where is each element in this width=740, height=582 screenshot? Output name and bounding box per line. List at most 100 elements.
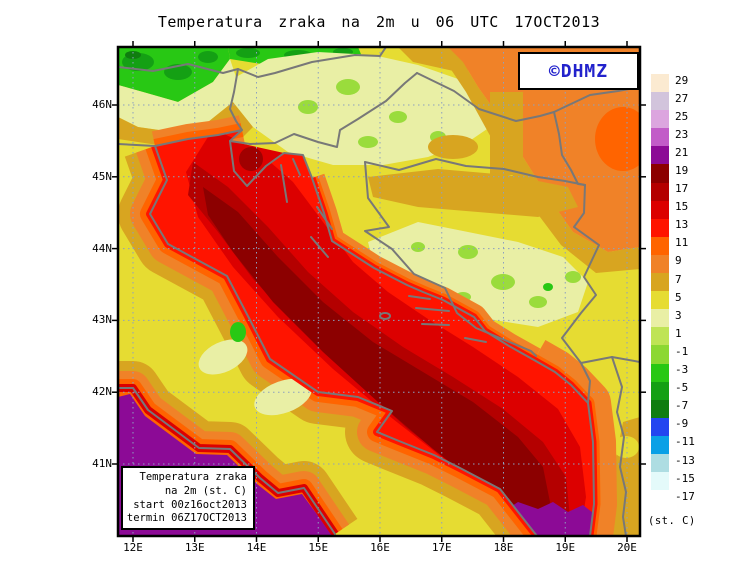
coastline-italy-adriatic — [118, 143, 538, 536]
colorbar-value-label: 9 — [675, 254, 682, 268]
colorbar-entry: -17 — [651, 490, 695, 509]
colorbar-value-label: 27 — [675, 91, 689, 105]
border-italy-slovenia — [229, 68, 243, 131]
colorbar-swatch — [651, 327, 669, 346]
colorbar-value-label: 1 — [675, 326, 682, 340]
lon-axis-label: 18E — [493, 541, 514, 554]
colorbar-swatch — [651, 128, 669, 147]
colorbar-value-label: 5 — [675, 290, 682, 304]
colorbar-entry: -15 — [651, 471, 695, 491]
colorbar-entry: 27 — [651, 91, 695, 111]
lat-axis-label: 45N — [92, 169, 112, 183]
colorbar-swatch — [651, 291, 669, 310]
island-dugi-otok — [310, 236, 329, 258]
border-montenegro-albania — [580, 362, 591, 404]
colorbar-value-label: 25 — [675, 109, 689, 123]
colorbar-entry: 29 — [651, 73, 695, 93]
colorbar-value-label: -13 — [675, 453, 695, 467]
colorbar-entry: -13 — [651, 453, 695, 473]
island-mljet — [464, 337, 487, 343]
lon-axis-label: 17E — [431, 541, 452, 554]
border-croatia-hungary — [416, 72, 555, 122]
colorbar-swatch — [651, 435, 669, 454]
colorbar-value-label: 23 — [675, 127, 689, 141]
border-alps — [118, 47, 387, 78]
island-hvar — [415, 307, 450, 312]
colorbar-entry: 3 — [651, 308, 695, 328]
temperature-map — [112, 41, 646, 542]
colorbar-entry: 21 — [651, 145, 695, 165]
lat-axis-label: 44N — [92, 241, 112, 255]
colorbar-value-label: -3 — [675, 363, 689, 377]
colorbar-swatch — [651, 200, 669, 219]
info-line-2: na 2m (st. C) — [164, 484, 247, 497]
island-vis — [379, 312, 391, 320]
colorbar-swatch — [651, 182, 669, 201]
colorbar-swatch — [651, 236, 669, 255]
coastlines-and-borders — [118, 47, 640, 536]
colorbar-value-label: 7 — [675, 272, 682, 286]
colorbar-swatch — [651, 417, 669, 436]
island-cres — [280, 164, 288, 203]
lon-axis-label: 13E — [184, 541, 205, 554]
border-slovenia-croatia — [229, 72, 418, 148]
colorbar-swatch — [651, 254, 669, 274]
colorbar-entry: -9 — [651, 417, 695, 436]
colorbar-entry: -7 — [651, 399, 695, 418]
lon-axis-label: 15E — [308, 541, 329, 554]
lon-axis-label: 19E — [555, 541, 576, 554]
lon-axis-label: 20E — [617, 541, 637, 554]
colorbar-entry: 23 — [651, 127, 695, 147]
colorbar-value-label: 21 — [675, 145, 689, 159]
colorbar-swatch — [651, 110, 669, 129]
colorbar-entry: -1 — [651, 344, 695, 364]
colorbar-swatch — [651, 164, 669, 183]
colorbar-unit-label: (st. C) — [648, 515, 696, 527]
copyright-badge: ©DHMZ — [518, 52, 639, 90]
map-frame — [116, 45, 642, 538]
colorbar-value-label: 29 — [675, 73, 689, 87]
colorbar-value-label: 3 — [675, 308, 682, 322]
colorbar-entry: 15 — [651, 200, 695, 219]
colorbar-value-label: -11 — [675, 435, 695, 449]
border-sava — [364, 158, 586, 186]
colorbar-swatch — [651, 490, 669, 509]
colorbar-swatch — [651, 453, 669, 473]
border-drina — [561, 184, 640, 364]
map-fill-layer — [118, 47, 640, 536]
colorbar-swatch — [651, 472, 669, 491]
colorbar-entry: 11 — [651, 236, 695, 255]
colorbar-swatch — [651, 74, 669, 93]
colorbar-value-label: -5 — [675, 381, 689, 395]
island-korcula — [421, 323, 450, 326]
info-line-1: Temperatura zraka — [139, 471, 247, 483]
lon-axis-label: 14E — [246, 541, 267, 554]
run-info-box: Temperatura zraka na 2m (st. C) start 00… — [121, 466, 255, 530]
colorbar-swatch — [651, 273, 669, 292]
island-pag — [316, 206, 333, 230]
colorbar-swatch — [651, 345, 669, 364]
border-croatia-bosnia — [364, 161, 537, 357]
temperature-colorbar: 29 27 25 23 21 19 17 15 13 11 9 7 5 3 1 -1 -3 -5 -7 -9 -11 -1… — [651, 73, 695, 509]
colorbar-entry: 17 — [651, 182, 695, 201]
island-krk — [292, 158, 301, 176]
copyright-text: ©DHMZ — [548, 60, 609, 82]
colorbar-value-label: -7 — [675, 399, 689, 413]
page-title: Temperatura zraka na 2m u 06 UTC 17OCT20… — [157, 13, 601, 31]
colorbar-swatch — [651, 363, 669, 382]
lat-axis-label: 43N — [92, 313, 112, 327]
lon-axis-label: 12E — [123, 541, 143, 554]
colorbar-entry: -5 — [651, 381, 695, 400]
colorbar-swatch — [651, 146, 669, 165]
info-line-3: start 00z16oct2013 — [133, 498, 247, 511]
colorbar-value-label: -1 — [675, 344, 689, 358]
info-line-4: termin 06Z17OCT2013 — [126, 512, 247, 525]
lat-axis-label: 42N — [92, 385, 112, 399]
colorbar-value-label: 15 — [675, 200, 689, 214]
colorbar-value-label: 13 — [675, 218, 689, 232]
colorbar-entry: 1 — [651, 326, 695, 346]
colorbar-entry: 19 — [651, 164, 695, 183]
colorbar-swatch — [651, 399, 669, 418]
colorbar-value-label: -15 — [675, 471, 695, 485]
